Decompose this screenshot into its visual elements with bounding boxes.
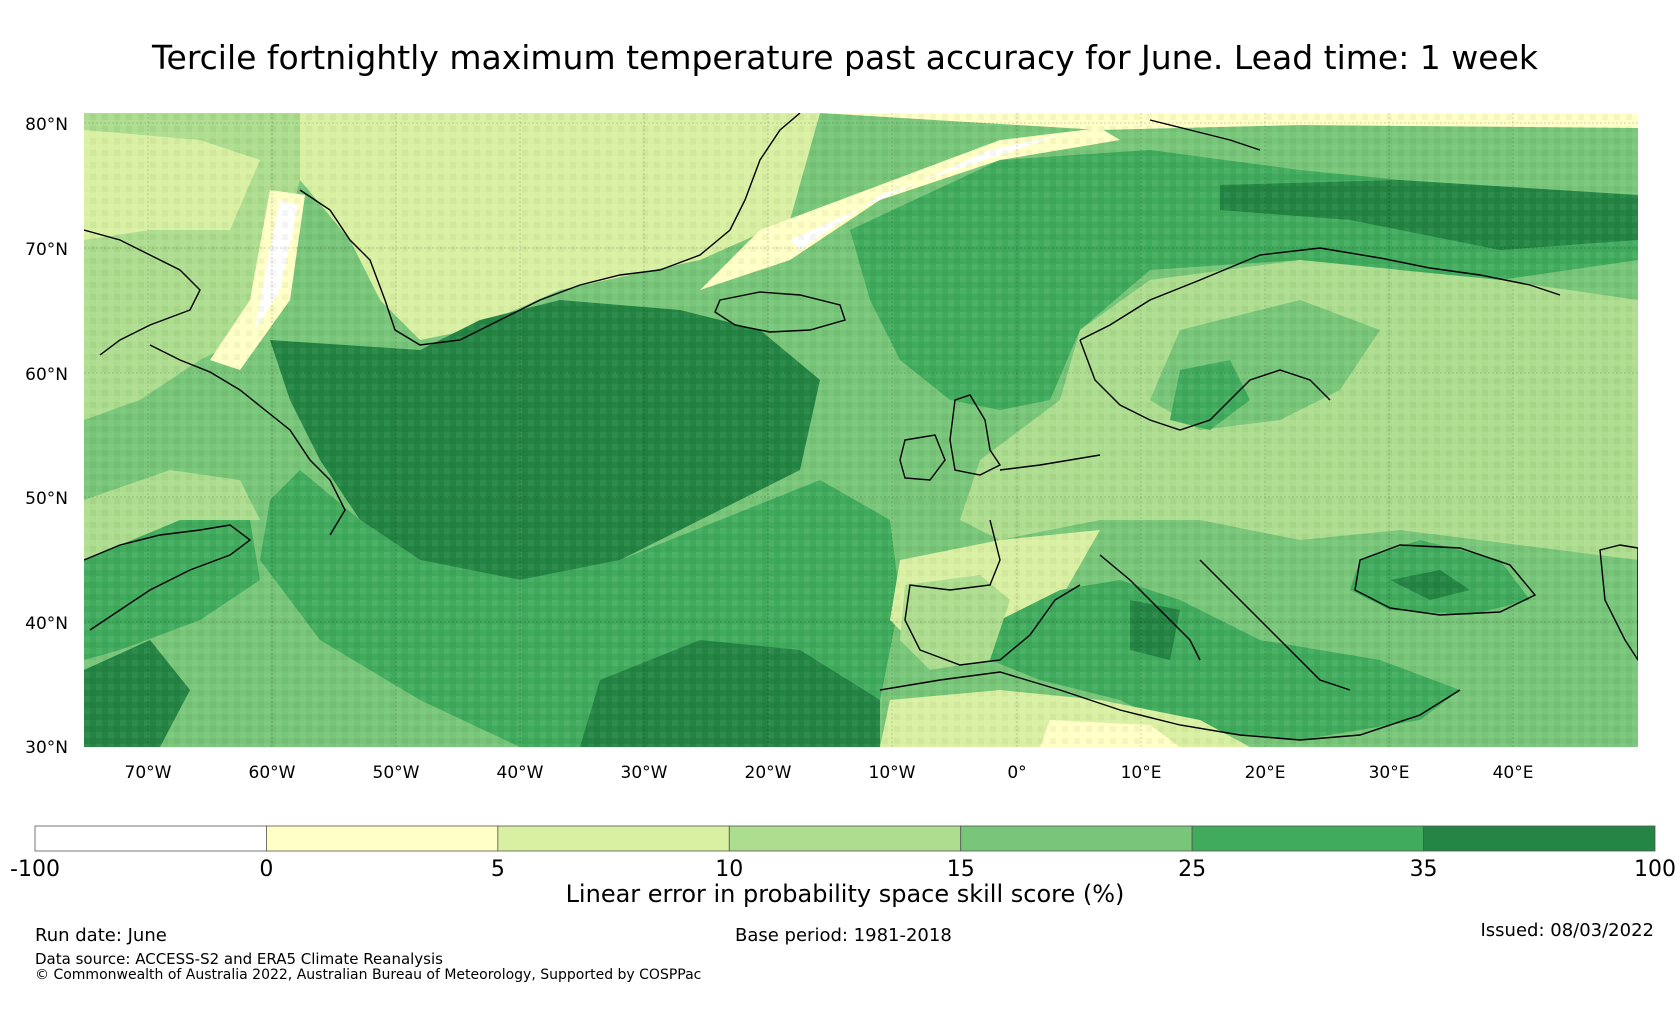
lon-label: 10°E xyxy=(1121,763,1162,783)
colorbar-swatch xyxy=(266,825,499,852)
lat-label: 40°N xyxy=(25,614,68,634)
graticule xyxy=(84,113,1638,747)
lon-label: 40°E xyxy=(1493,763,1534,783)
lat-label: 80°N xyxy=(25,115,68,135)
colorbar-tick-label: 35 xyxy=(1410,857,1438,882)
skill-field xyxy=(84,113,1638,747)
lon-label: 40°W xyxy=(497,763,544,783)
colorbar-swatch xyxy=(960,825,1193,852)
lon-label: 60°W xyxy=(249,763,296,783)
coastlines xyxy=(84,113,1638,741)
map-title: Tercile fortnightly maximum temperature … xyxy=(151,38,1539,77)
colorbar-label: Linear error in probability space skill … xyxy=(565,880,1125,908)
colorbar xyxy=(34,825,1656,852)
colorbar-tick-label: 0 xyxy=(259,857,273,882)
colorbar-tick-label: 15 xyxy=(947,857,975,882)
lon-label: 70°W xyxy=(125,763,172,783)
colorbar-swatch xyxy=(1191,825,1424,852)
colorbar-swatch xyxy=(1423,825,1656,852)
data-source: Data source: ACCESS-S2 and ERA5 Climate … xyxy=(35,950,443,968)
longitude-labels: 70°W 60°W 50°W 40°W 30°W 20°W 10°W 0° 10… xyxy=(125,763,1534,783)
colorbar-swatch xyxy=(34,825,267,852)
issued-date: Issued: 08/03/2022 xyxy=(1480,920,1654,941)
lon-label: 20°W xyxy=(745,763,792,783)
lat-label: 30°N xyxy=(25,738,68,758)
lat-label: 60°N xyxy=(25,365,68,385)
run-date: Run date: June xyxy=(35,925,167,946)
lat-label: 70°N xyxy=(25,240,68,260)
lon-label: 0° xyxy=(1007,763,1026,783)
colorbar-tick-label: 10 xyxy=(715,857,743,882)
copyright: © Commonwealth of Australia 2022, Austra… xyxy=(35,967,702,983)
colorbar-swatch xyxy=(497,825,730,852)
base-period: Base period: 1981-2018 xyxy=(735,925,952,946)
colorbar-tick-label: 25 xyxy=(1178,857,1206,882)
colorbar-tick-label: 5 xyxy=(491,857,505,882)
lon-label: 10°W xyxy=(869,763,916,783)
lat-label: 50°N xyxy=(25,489,68,509)
lon-label: 20°E xyxy=(1245,763,1286,783)
colorbar-tick-label: 100 xyxy=(1634,857,1676,882)
colorbar-swatch xyxy=(728,825,962,852)
colorbar-ticks: -100 0 5 10 15 25 35 100 xyxy=(10,857,1676,882)
latitude-labels: 80°N 70°N 60°N 50°N 40°N 30°N xyxy=(25,115,68,758)
lon-label: 30°E xyxy=(1369,763,1410,783)
lon-label: 50°W xyxy=(373,763,420,783)
colorbar-tick-label: -100 xyxy=(10,857,60,882)
lon-label: 30°W xyxy=(621,763,668,783)
